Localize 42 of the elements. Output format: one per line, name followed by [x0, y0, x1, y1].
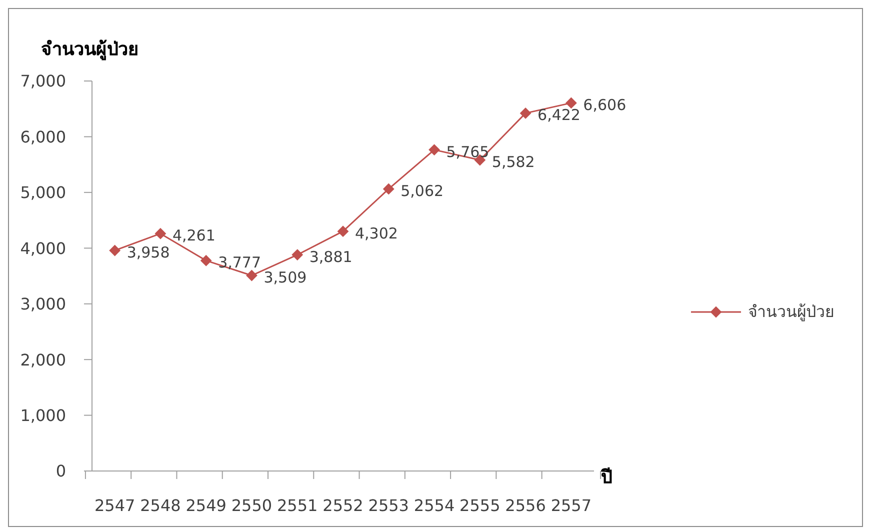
data-label: 5,062 [400, 182, 444, 200]
point [246, 270, 258, 281]
data-label: 6,422 [538, 106, 580, 124]
data-label: 5,582 [492, 153, 535, 172]
x-tick-label: 2557 [550, 496, 592, 515]
data-label: 6,606 [583, 96, 626, 114]
y-tick-label: 2,000 [20, 350, 66, 370]
y-axis-title: จำนวนผู้ป่วย [41, 39, 139, 61]
x-tick-label: 2547 [94, 496, 136, 515]
point [566, 97, 577, 108]
x-tick-label: 2548 [140, 496, 181, 515]
x-tick-label: 2551 [277, 496, 318, 515]
point [428, 144, 440, 156]
point [338, 226, 348, 237]
y-tick-label: 5,000 [20, 183, 66, 202]
y-tick-label: 4,000 [20, 238, 66, 258]
point [154, 228, 166, 240]
data-label: 3,509 [264, 268, 307, 287]
x-tick-label: 2550 [231, 496, 272, 515]
point [383, 183, 394, 194]
legend-label: จำนวนผู้ป่วย [748, 302, 834, 322]
x-tick-label: 2552 [322, 496, 364, 515]
data-label: 4,302 [355, 224, 398, 242]
x-tick-label: 2553 [368, 496, 409, 515]
point [292, 249, 303, 260]
data-label: 3,958 [126, 244, 170, 262]
x-tick-label: 2549 [186, 496, 226, 515]
x-tick-label: 2556 [505, 496, 546, 515]
y-tick-label: 6,000 [20, 127, 66, 146]
data-label: 3,881 [309, 248, 352, 266]
point [520, 108, 532, 119]
data-label: 3,777 [218, 254, 262, 272]
x-tick-label: 2555 [460, 496, 500, 515]
y-tick-label: 1,000 [20, 406, 66, 425]
y-tick-label: 7,000 [20, 72, 66, 91]
point [109, 244, 120, 256]
data-label: 4,261 [172, 226, 216, 245]
y-tick-label: 0 [56, 462, 66, 481]
y-tick-label: 3,000 [20, 294, 66, 314]
point [200, 255, 212, 266]
x-tick-label: 2554 [414, 496, 455, 515]
x-axis-title: ปี [600, 467, 612, 488]
